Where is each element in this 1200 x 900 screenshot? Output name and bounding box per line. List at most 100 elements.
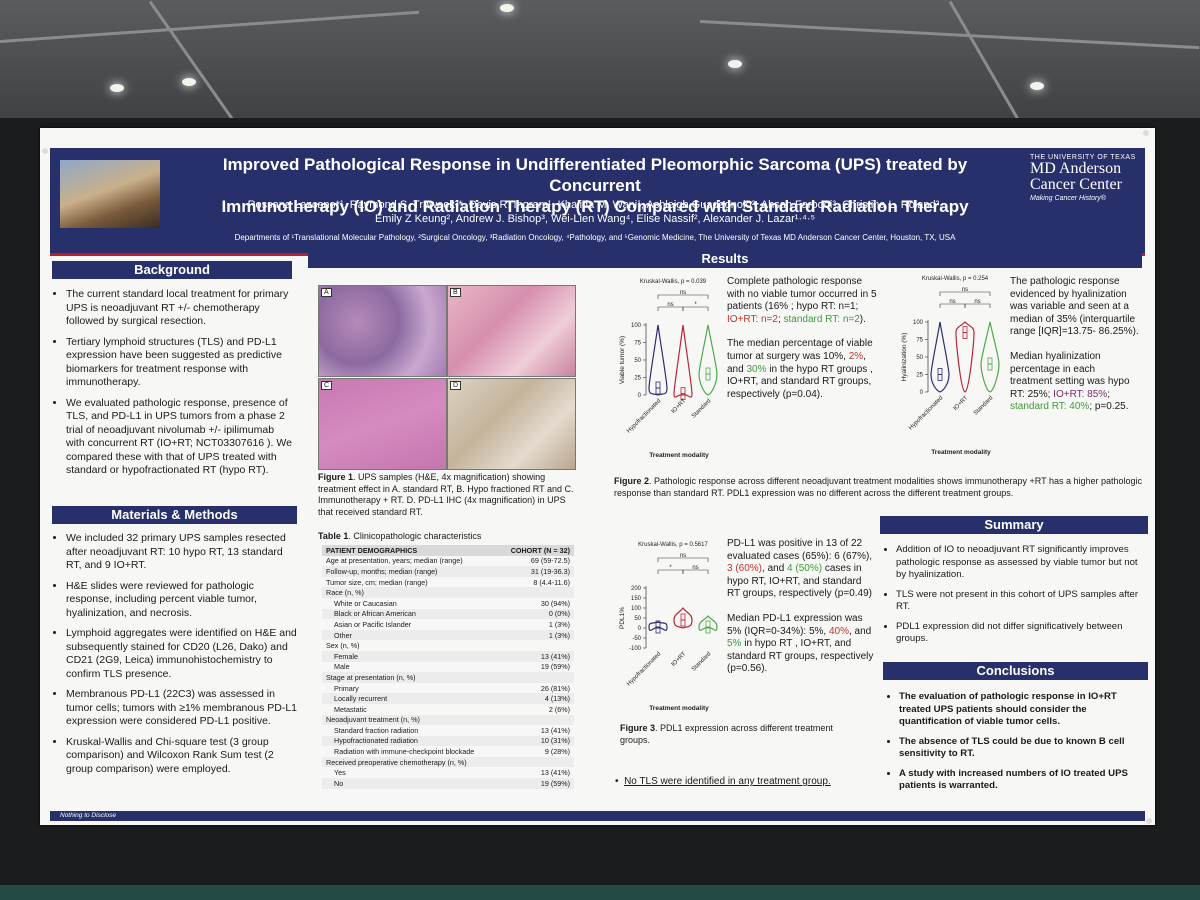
table-header-demographics: PATIENT DEMOGRAPHICS bbox=[322, 545, 499, 556]
text-run-standard: 5% bbox=[727, 638, 742, 650]
table-cell-label: Metastatic bbox=[334, 704, 367, 714]
figure-3-caption: Figure 3. PDL1 expression across differe… bbox=[620, 723, 860, 746]
hyalinization-paragraph: The pathologic response evidenced by hya… bbox=[1010, 276, 1139, 338]
authors-line-1: Rossana Lazcano*¹, Raymond S. Traweek²*,… bbox=[247, 199, 943, 211]
title-line-2: Immunotherapy (IO) and Radiation Therapy… bbox=[221, 197, 969, 216]
table-cell-value: 26 (81%) bbox=[540, 683, 570, 693]
disclosure-footer: Nothing to Disclose bbox=[50, 811, 1145, 821]
violin-1 bbox=[955, 321, 975, 393]
table-cell-label: Male bbox=[334, 662, 350, 672]
figure-1-label: Figure 1 bbox=[318, 472, 354, 482]
figure-3-text: . PDL1 expression across different treat… bbox=[620, 723, 833, 745]
significance-label: ns bbox=[974, 299, 980, 305]
table-row: Tumor size, cm; median (range) 8 (4.4-11.… bbox=[322, 577, 574, 588]
y-tick-label: 0 bbox=[638, 626, 642, 632]
significance-label: ns bbox=[962, 287, 968, 293]
table-cell-value: 4 (13%) bbox=[498, 693, 574, 704]
chart-title: Kruskal-Wallis, p = 0.5617 bbox=[638, 542, 708, 548]
significance-label: * bbox=[669, 565, 672, 571]
summary-bullet: TLS were not present in this cohort of U… bbox=[896, 589, 1144, 614]
y-tick-label: 100 bbox=[631, 606, 642, 612]
table-cell-value: 19 (59%) bbox=[540, 662, 570, 672]
significance-label: ns bbox=[680, 553, 686, 559]
x-tick-label: Hypofractionated bbox=[626, 398, 662, 434]
table-cell-value: 1 (3%) bbox=[498, 629, 574, 641]
logo-tagline: Making Cancer History® bbox=[1030, 195, 1106, 202]
violin-0 bbox=[648, 621, 668, 631]
y-tick-label: 150 bbox=[631, 596, 642, 602]
table-row: Stage at presentation (n, %) bbox=[322, 672, 574, 683]
push-pin bbox=[1143, 130, 1149, 136]
y-axis-label: Viable tumor (%) bbox=[619, 336, 626, 384]
poster-header: Improved Pathological Response in Undiff… bbox=[50, 148, 1145, 253]
table-header-cohort: COHORT (N = 32) bbox=[498, 545, 574, 556]
table-cell-value: 1 (3%) bbox=[548, 619, 570, 629]
histology-panel-a: A bbox=[318, 285, 447, 377]
summary-bullet: Addition of IO to neoadjuvant RT signifi… bbox=[896, 544, 1144, 582]
methods-bullet: H&E slides were reviewed for pathologic … bbox=[66, 580, 297, 621]
table-row: Metastatic 2 (6%) bbox=[322, 704, 574, 715]
chart-title: Kruskal-Wallis, p = 0.254 bbox=[922, 276, 989, 282]
text-run: Median PD-L1 expression was 5% (IQR=0-34… bbox=[727, 612, 863, 637]
table-cell-label: Age at presentation, years; median (rang… bbox=[326, 556, 463, 566]
floor bbox=[0, 885, 1200, 900]
table-cell-label: Received preoperative chemotherapy (n, %… bbox=[322, 756, 499, 768]
background-bullet: We evaluated pathologic response, presen… bbox=[66, 397, 292, 478]
logo-name-line-1: MD Anderson bbox=[1030, 160, 1122, 177]
table-cell-label: White or Caucasian bbox=[334, 598, 397, 608]
methods-bullet: We included 32 primary UPS samples resec… bbox=[66, 532, 297, 573]
x-tick-label: Hypofractionated bbox=[908, 395, 944, 431]
table-row: Female 13 (41%) bbox=[322, 650, 574, 662]
text-run: in hypo RT , IO+RT, and standard RT grou… bbox=[727, 638, 874, 675]
tls-note: • No TLS were identified in any treatmen… bbox=[615, 776, 831, 787]
poster-title: Improved Pathological Response in Undiff… bbox=[175, 154, 1015, 217]
demographics-table: PATIENT DEMOGRAPHICS COHORT (N = 32) Age… bbox=[322, 545, 574, 789]
text-run: Complete pathologic response with no via… bbox=[727, 276, 877, 313]
table-row: No 19 (59%) bbox=[322, 778, 574, 789]
results-heading: Results bbox=[308, 250, 1142, 268]
violin-2 bbox=[980, 321, 1000, 393]
pdl1-results-text: PD-L1 was positive in 13 of 22 evaluated… bbox=[727, 538, 877, 676]
table-row: Hypofractionated radiation 10 (31%) bbox=[322, 735, 574, 747]
background-bullet: The current standard local treatment for… bbox=[66, 288, 292, 329]
y-tick-label: 100 bbox=[631, 323, 642, 329]
text-run: Median hyalinization percentage in each … bbox=[1010, 350, 1130, 400]
y-tick-label: 200 bbox=[631, 586, 642, 592]
violin-1 bbox=[673, 607, 693, 629]
text-run-io: 3 (60%) bbox=[727, 563, 763, 575]
conclusions-bullet: A study with increased numbers of IO tre… bbox=[899, 768, 1145, 793]
figure-1-caption: Figure 1. UPS samples (H&E, 4x magnifica… bbox=[318, 472, 580, 518]
table-row: White or Caucasian 30 (94%) bbox=[322, 598, 574, 609]
complete-response-paragraph: Complete pathologic response with no via… bbox=[727, 276, 877, 326]
push-pin bbox=[1146, 818, 1152, 824]
y-tick-label: 50 bbox=[634, 358, 641, 364]
violin-0 bbox=[648, 324, 668, 396]
table-1-caption: Table 1. Clinicopathologic characteristi… bbox=[318, 531, 580, 543]
y-tick-label: 25 bbox=[916, 373, 923, 379]
table-cell-label: Neoadjuvant treatment (n, %) bbox=[322, 714, 499, 726]
table-row: Locally recurrent 4 (13%) bbox=[322, 693, 574, 704]
table-row: Asian or Pacific Islander 1 (3%) bbox=[322, 619, 574, 630]
methods-bullet: Kruskal-Wallis and Chi-square test (3 gr… bbox=[66, 736, 297, 777]
background-heading: Background bbox=[52, 261, 292, 279]
significance-label: * bbox=[694, 302, 697, 308]
x-tick-label: Hypofractionated bbox=[626, 651, 662, 687]
table-1-label: Table 1 bbox=[318, 531, 349, 541]
table-cell-label: Radiation with immune-checkpoint blockad… bbox=[334, 747, 475, 757]
conclusions-section: The evaluation of pathologic response in… bbox=[885, 691, 1145, 800]
table-cell-label: Locally recurrent bbox=[322, 693, 499, 704]
x-axis-label: Treatment modality bbox=[649, 452, 709, 459]
conclusions-bullet: The absence of TLS could be due to known… bbox=[899, 736, 1145, 761]
y-tick-label: 0 bbox=[920, 390, 924, 396]
table-cell-value bbox=[498, 672, 574, 683]
figure-1-text: . UPS samples (H&E, 4x magnification) sh… bbox=[318, 472, 574, 517]
table-row: Follow-up, months; median (range) 31 (19-… bbox=[322, 566, 574, 577]
figure-3-label: Figure 3 bbox=[620, 723, 656, 733]
significance-bracket bbox=[964, 303, 991, 308]
table-cell-label: Other bbox=[322, 629, 499, 641]
violin-0 bbox=[930, 321, 950, 393]
hospital-building-photo bbox=[60, 160, 160, 228]
summary-bullet: PDL1 expression did not differ significa… bbox=[896, 621, 1144, 646]
tls-note-text: No TLS were identified in any treatment … bbox=[624, 776, 831, 787]
